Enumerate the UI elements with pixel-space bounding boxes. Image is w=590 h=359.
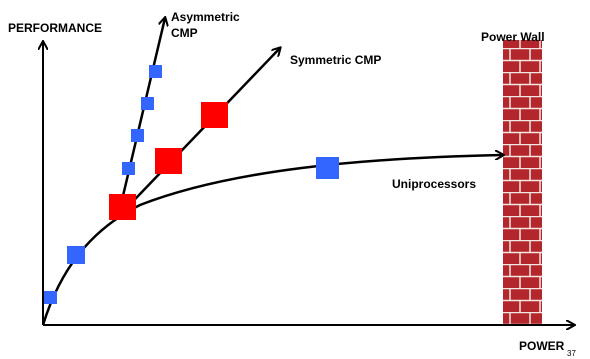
y-axis-label: PERFORMANCE [8, 21, 102, 35]
uniprocessor-core [316, 157, 339, 179]
diagram: PERFORMANCE Asymmetric CMP Symmetric CMP… [0, 0, 590, 359]
asymmetric-core [149, 65, 162, 78]
symmetric-core [109, 194, 136, 220]
asymmetric-label: Asymmetric [171, 10, 240, 24]
symmetric-core [201, 102, 228, 128]
uniprocessor-core [67, 246, 85, 264]
slide-number: 37 [567, 349, 576, 358]
page: PERFORMANCE Asymmetric CMP Symmetric CMP… [0, 0, 590, 359]
asymmetric-line [118, 18, 165, 217]
symmetric-core [155, 148, 182, 174]
uniprocessors-label: Uniprocessors [392, 177, 476, 191]
asymmetric-core [131, 129, 144, 142]
power-wall [503, 40, 542, 325]
uniprocessor-core [44, 291, 57, 304]
asymmetric-core [141, 97, 154, 110]
x-axis-label: POWER [519, 339, 565, 353]
symmetric-label: Symmetric CMP [290, 53, 381, 67]
power-wall-label: Power Wall [481, 30, 545, 44]
asymmetric-core [122, 162, 135, 175]
asymmetric-label: CMP [171, 26, 198, 40]
